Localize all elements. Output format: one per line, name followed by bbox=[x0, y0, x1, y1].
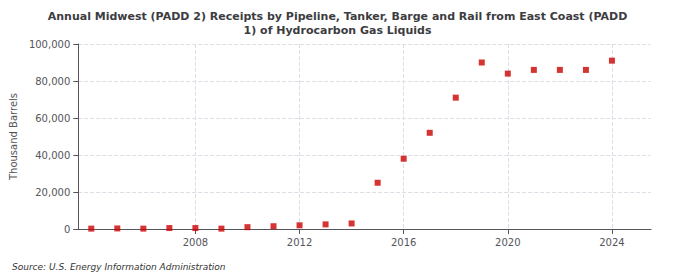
svg-text:2024: 2024 bbox=[599, 237, 624, 248]
svg-text:2020: 2020 bbox=[495, 237, 520, 248]
svg-text:40,000: 40,000 bbox=[35, 150, 70, 161]
svg-text:Annual Midwest (PADD 2) Receip: Annual Midwest (PADD 2) Receipts by Pipe… bbox=[48, 10, 628, 23]
svg-text:80,000: 80,000 bbox=[35, 76, 70, 87]
svg-text:2012: 2012 bbox=[287, 237, 312, 248]
svg-text:60,000: 60,000 bbox=[35, 113, 70, 124]
svg-text:100,000: 100,000 bbox=[29, 39, 70, 50]
svg-text:Thousand Barrels: Thousand Barrels bbox=[8, 93, 19, 181]
svg-text:Source: U.S. Energy Informatio: Source: U.S. Energy Information Administ… bbox=[12, 262, 226, 272]
svg-text:2016: 2016 bbox=[391, 237, 416, 248]
svg-text:1) of Hydrocarbon Gas Liquids: 1) of Hydrocarbon Gas Liquids bbox=[244, 24, 432, 37]
svg-text:20,000: 20,000 bbox=[35, 187, 70, 198]
svg-text:0: 0 bbox=[64, 224, 70, 235]
svg-text:2008: 2008 bbox=[183, 237, 208, 248]
